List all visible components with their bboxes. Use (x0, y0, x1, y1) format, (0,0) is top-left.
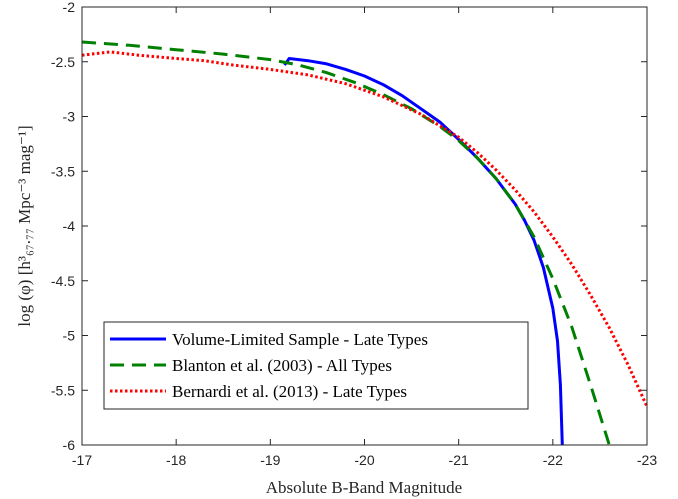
x-axis-label: Absolute B-Band Magnitude (266, 478, 462, 497)
plot-area (81, 40, 649, 446)
series-line-2 (81, 40, 611, 446)
x-tick-label: -19 (260, 452, 280, 468)
legend-label-1: Volume-Limited Sample - Late Types (172, 330, 428, 349)
axis-ticks (81, 6, 648, 446)
y-tick-label: -5 (63, 328, 76, 344)
x-tick-label: -18 (166, 452, 186, 468)
y-tick-label: -2.5 (51, 54, 75, 70)
y-tick-label: -4.5 (51, 273, 75, 289)
axis-tick-labels: -17 -18 -19 -20 -21 -22 -23 -6 -5.5 -5 -4.5 -4 -3.5 -… (51, 0, 657, 468)
x-tick-label: -17 (72, 452, 92, 468)
series-line-1 (283, 57, 564, 446)
y-tick-label: -2 (63, 0, 76, 15)
legend: Volume-Limited Sample - Late Types Blanto… (103, 321, 529, 410)
x-tick-label: -20 (354, 452, 374, 468)
legend-label-2: Blanton et al. (2003) - All Types (172, 356, 392, 375)
y-tick-label: -4 (63, 218, 76, 234)
legend-box (103, 321, 529, 410)
y-axis-label: log (φ) [h³₆₇.₇₇ Mpc⁻³ mag⁻¹] (15, 125, 34, 326)
y-tick-label: -3.5 (51, 163, 75, 179)
legend-label-3: Bernardi et al. (2013) - Late Types (172, 382, 407, 401)
x-tick-label: -22 (543, 452, 563, 468)
y-tick-label: -6 (63, 437, 76, 453)
y-tick-label: -5.5 (51, 382, 75, 398)
series-line-3 (81, 50, 649, 408)
y-tick-label: -3 (63, 109, 76, 125)
x-tick-label: -23 (637, 452, 657, 468)
x-tick-label: -21 (449, 452, 469, 468)
